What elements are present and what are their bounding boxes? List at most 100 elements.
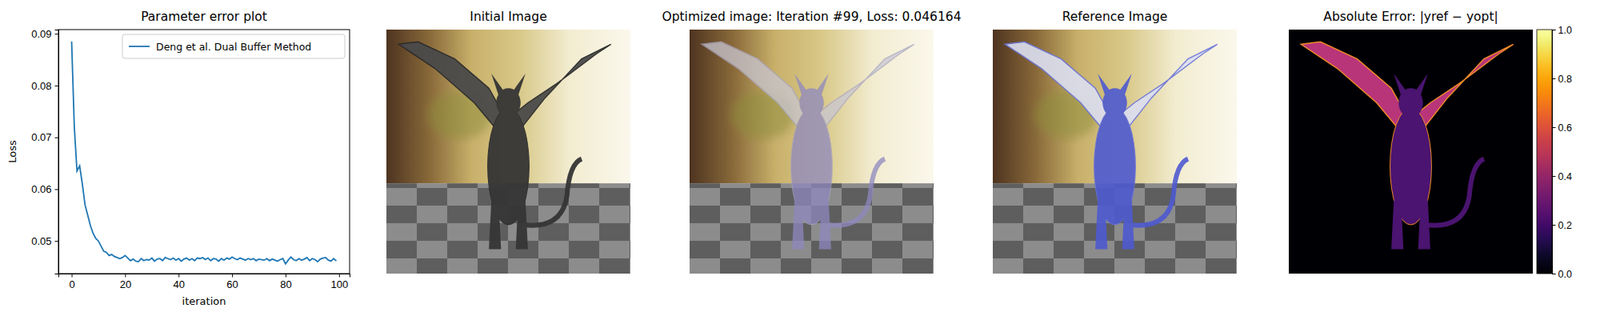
- colorbar-tick: 0.4: [1552, 171, 1572, 183]
- x-tick: 100: [330, 273, 348, 291]
- chart-title: Parameter error plot: [140, 9, 268, 24]
- dragon-leg: [792, 200, 804, 250]
- colorbar-frame: [1536, 29, 1552, 274]
- y-tick-label: 0.05: [31, 235, 52, 248]
- colorbar-tick-label: 0.2: [1558, 220, 1572, 232]
- dragon-wing: [1004, 41, 1108, 132]
- x-tick-mark: [124, 273, 126, 278]
- colorbar-tick-label: 1.0: [1558, 24, 1572, 36]
- dragon-wing: [1300, 41, 1404, 132]
- legend-box: [122, 34, 345, 59]
- y-tick: 0.05: [31, 235, 59, 248]
- plot-frame: [58, 29, 350, 274]
- legend-label: Deng et al. Dual Buffer Method: [156, 40, 312, 53]
- image: [689, 29, 934, 274]
- x-tick-mark: [178, 273, 180, 278]
- y-tick: 0.06: [31, 183, 59, 196]
- y-tick-mark: [55, 188, 60, 190]
- y-tick-mark: [55, 137, 60, 139]
- x-axis: 0 20 40 60 80 100: [59, 273, 351, 291]
- dragon-leg: [1391, 200, 1404, 250]
- x-tick: 40: [173, 273, 185, 291]
- y-tick-mark: [55, 85, 60, 87]
- image-panel: Optimized image: Iteration #99, Loss: 0.…: [661, 9, 961, 274]
- x-tick-label: 0: [68, 278, 75, 291]
- image: [386, 29, 631, 274]
- dragon: [701, 41, 914, 249]
- colorbar-tick-mark: [1552, 224, 1556, 226]
- colorbar-tick-label: 0.0: [1558, 268, 1572, 280]
- dragon: [1004, 41, 1217, 249]
- series-line: [72, 41, 337, 264]
- dragon-wing: [701, 41, 804, 132]
- dragon-wing: [1418, 44, 1514, 132]
- dragon-leg: [1122, 200, 1135, 250]
- figure: 0204060801000.050.060.070.080.09Paramete…: [0, 0, 1600, 320]
- colorbar-tick-mark: [1552, 127, 1556, 128]
- dragon-leg: [1418, 200, 1431, 250]
- x-tick-mark: [285, 273, 287, 278]
- image: [992, 29, 1237, 274]
- dragon-horns: [794, 73, 829, 96]
- y-tick: 0.08: [31, 80, 59, 92]
- colorbar-tick-mark: [1552, 78, 1556, 80]
- dragon-wing: [819, 44, 915, 132]
- x-tick-label: 80: [280, 278, 292, 291]
- dragon-leg: [516, 200, 528, 250]
- colorbar-tick: 0.6: [1552, 122, 1572, 134]
- dragon-tail: [1129, 159, 1188, 226]
- y-tick-mark: [55, 240, 60, 242]
- dragon-tail: [826, 159, 885, 226]
- y-tick-label: 0.06: [31, 183, 52, 196]
- image-title: Absolute Error: |yref − yopt|: [1323, 9, 1498, 24]
- colorbar-axis: 0.0 0.2 0.4 0.6 0.8 1.0: [1552, 24, 1572, 280]
- y-tick-label: 0.08: [31, 80, 52, 92]
- image-title: Optimized image: Iteration #99, Loss: 0.…: [661, 9, 961, 24]
- y-axis: 0.050.060.070.080.09: [31, 28, 59, 275]
- colorbar-tick-label: 0.4: [1558, 171, 1572, 183]
- image-title: Initial Image: [469, 9, 547, 24]
- dragon-tail: [1425, 159, 1484, 226]
- x-tick-label: 100: [330, 278, 348, 291]
- colorbar-ramp: [1536, 29, 1552, 274]
- dragon-wing: [398, 41, 501, 132]
- colorbar-tick: 1.0: [1552, 24, 1572, 36]
- dragon-wing: [516, 44, 612, 132]
- dragon-leg: [488, 200, 501, 250]
- colorbar-tick-mark: [1552, 29, 1556, 31]
- dragon-horns: [1097, 73, 1132, 96]
- x-axis-line: [59, 274, 351, 278]
- y-tick-label: 0.07: [31, 131, 52, 144]
- image: [1288, 29, 1533, 274]
- dragon-horns: [491, 73, 526, 96]
- x-tick-label: 60: [226, 278, 238, 291]
- colorbar: 0.0 0.2 0.4 0.6 0.8 1.0: [1536, 24, 1572, 280]
- x-tick: 60: [226, 273, 238, 291]
- legend: Deng et al. Dual Buffer Method: [122, 34, 345, 59]
- x-tick-label: 20: [120, 278, 132, 291]
- y-tick-mark: [55, 33, 60, 35]
- y-tick: 0.07: [31, 131, 59, 144]
- dragon-tail: [523, 159, 582, 226]
- x-axis-title: iteration: [182, 295, 227, 308]
- colorbar-tick: 0.0: [1552, 268, 1572, 280]
- colorbar-tick-label: 0.8: [1558, 73, 1572, 85]
- legend-swatch: [128, 45, 150, 48]
- dragon-leg: [1095, 200, 1108, 250]
- colorbar-tick-label: 0.6: [1558, 122, 1572, 134]
- image-title: Reference Image: [1062, 9, 1168, 24]
- x-tick-label: 40: [173, 278, 185, 291]
- colorbar-tick: 0.8: [1552, 73, 1572, 85]
- x-tick-mark: [232, 273, 233, 278]
- colorbar-tick: 0.2: [1552, 220, 1572, 232]
- dragon-leg: [819, 200, 832, 250]
- dragon: [1300, 41, 1513, 249]
- image-panel: Reference Image: [992, 9, 1237, 274]
- colorbar-tick-mark: [1552, 273, 1556, 275]
- x-tick-mark: [339, 273, 340, 278]
- x-tick-mark: [72, 273, 73, 278]
- x-tick: 0: [68, 273, 75, 291]
- colorbar-tick-mark: [1552, 176, 1556, 177]
- y-axis-title: Loss: [6, 140, 19, 164]
- plot-area: [72, 41, 337, 264]
